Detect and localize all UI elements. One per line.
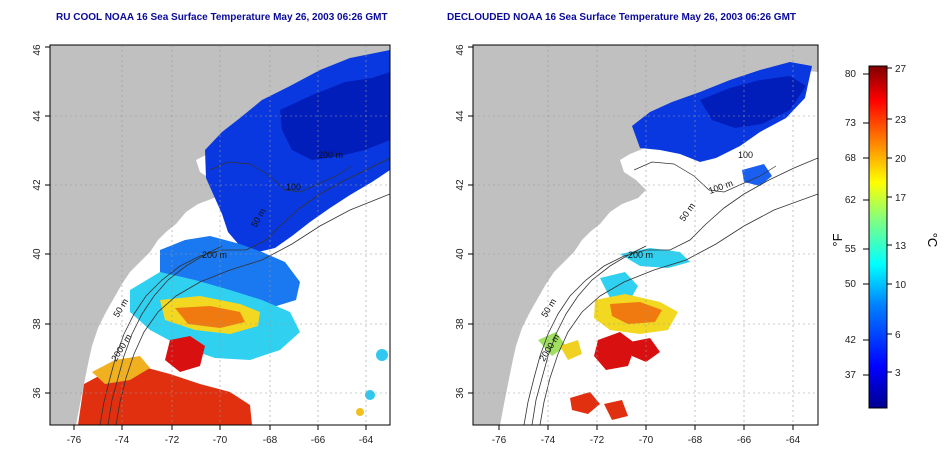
left-sst-patch bbox=[356, 408, 364, 416]
right-grid bbox=[473, 45, 818, 425]
right-xtick: -76 bbox=[492, 435, 507, 446]
left-sst-red bbox=[165, 336, 205, 372]
right-ytick: 44 bbox=[455, 110, 466, 122]
right-xtick: -66 bbox=[737, 435, 752, 446]
celsius-tick: 3 bbox=[895, 368, 901, 379]
left-ytick: 44 bbox=[32, 110, 43, 122]
right-sst-red2 bbox=[630, 338, 660, 362]
left-ytick: 40 bbox=[32, 248, 43, 260]
left-panel-title: RU COOL NOAA 16 Sea Surface Temperature … bbox=[56, 12, 388, 23]
left-y-axis: 36 38 40 42 44 46 bbox=[32, 44, 50, 399]
colorbar-fahrenheit-ticks: 80 73 68 62 55 50 42 37 bbox=[845, 69, 869, 381]
left-ytick: 42 bbox=[32, 179, 43, 191]
left-contour-label: 100 bbox=[286, 182, 301, 192]
left-sst-yellow-south bbox=[92, 356, 150, 384]
right-xtick: -74 bbox=[541, 435, 556, 446]
right-sst-cyan bbox=[600, 272, 638, 300]
right-sst-yellow2 bbox=[560, 340, 582, 360]
left-sst-orange bbox=[175, 306, 245, 328]
left-grid bbox=[50, 45, 390, 425]
right-sst-orange bbox=[610, 302, 662, 324]
right-contour-2000m bbox=[539, 193, 818, 425]
fahrenheit-tick: 68 bbox=[845, 153, 857, 164]
right-sst-red bbox=[594, 332, 636, 370]
colorbar-celsius-ticks: 27 23 20 17 13 10 6 3 bbox=[887, 64, 907, 379]
right-contour-50m bbox=[531, 245, 647, 425]
left-ytick: 46 bbox=[32, 44, 43, 56]
left-xtick: -68 bbox=[263, 435, 278, 446]
left-x-axis: -76 -74 -72 -70 -68 -66 -64 bbox=[67, 425, 374, 446]
right-land bbox=[473, 45, 818, 425]
right-x-axis: -76 -74 -72 -70 -68 -66 -64 bbox=[492, 425, 801, 446]
right-xtick: -64 bbox=[786, 435, 801, 446]
left-xtick: -76 bbox=[67, 435, 82, 446]
colorbar-gradient bbox=[868, 65, 888, 409]
left-contour-gom bbox=[209, 161, 353, 193]
left-contour-200m bbox=[99, 157, 390, 425]
right-sst-red-south bbox=[570, 392, 600, 414]
right-ytick: 38 bbox=[455, 318, 466, 330]
left-xtick: -74 bbox=[115, 435, 130, 446]
right-ytick: 36 bbox=[455, 387, 466, 399]
left-ytick: 38 bbox=[32, 318, 43, 330]
left-contour-label: 200 m bbox=[318, 150, 343, 160]
left-xtick: -66 bbox=[311, 435, 326, 446]
right-xtick: -72 bbox=[590, 435, 605, 446]
left-xtick: -64 bbox=[359, 435, 374, 446]
celsius-tick: 23 bbox=[895, 115, 907, 126]
left-ytick: 36 bbox=[32, 387, 43, 399]
celsius-tick: 17 bbox=[895, 193, 907, 204]
right-xtick: -68 bbox=[688, 435, 703, 446]
fahrenheit-tick: 50 bbox=[845, 279, 857, 290]
fahrenheit-tick: 55 bbox=[845, 244, 857, 255]
left-contour-label: 200 m bbox=[202, 250, 227, 260]
right-sst-red-south2 bbox=[604, 400, 628, 420]
celsius-tick: 20 bbox=[895, 154, 907, 165]
right-ytick: 40 bbox=[455, 248, 466, 260]
celsius-tick: 6 bbox=[895, 330, 901, 341]
left-sst-patch bbox=[365, 390, 375, 400]
fahrenheit-tick: 73 bbox=[845, 118, 857, 129]
fahrenheit-tick: 62 bbox=[845, 195, 857, 206]
left-map-panel: -76 -74 -72 -70 -68 -66 -64 36 38 40 42 … bbox=[32, 44, 391, 446]
left-contour-2000m bbox=[115, 193, 390, 425]
right-contour-label: 200 m bbox=[628, 250, 653, 260]
fahrenheit-tick: 37 bbox=[845, 370, 857, 381]
celsius-tick: 10 bbox=[895, 280, 907, 291]
right-contour-label: 100 bbox=[738, 150, 753, 160]
right-panel-title: DECLOUDED NOAA 16 Sea Surface Temperatur… bbox=[447, 12, 797, 23]
right-ytick: 46 bbox=[455, 44, 466, 56]
left-land bbox=[50, 45, 390, 425]
left-contour-50m bbox=[107, 245, 223, 425]
celsius-unit-label: °C bbox=[925, 233, 940, 248]
colorbar: 80 73 68 62 55 50 42 37 27 23 20 17 13 1… bbox=[830, 64, 940, 409]
right-xtick: -70 bbox=[639, 435, 654, 446]
right-sst-cyan-band bbox=[620, 248, 690, 268]
left-xtick: -70 bbox=[213, 435, 228, 446]
fahrenheit-tick: 42 bbox=[845, 335, 857, 346]
fahrenheit-tick: 80 bbox=[845, 69, 857, 80]
right-contour-200m bbox=[523, 157, 818, 425]
right-ytick: 42 bbox=[455, 179, 466, 191]
right-contour-gom bbox=[633, 161, 777, 193]
celsius-tick: 13 bbox=[895, 241, 907, 252]
left-xtick: -72 bbox=[165, 435, 180, 446]
fahrenheit-unit-label: °F bbox=[830, 233, 845, 246]
right-sst-deepblue bbox=[700, 76, 806, 128]
celsius-tick: 27 bbox=[895, 64, 907, 75]
right-y-axis: 36 38 40 42 44 46 bbox=[455, 44, 473, 399]
left-sst-patch bbox=[376, 349, 388, 361]
right-map-panel: -76 -74 -72 -70 -68 -66 -64 36 38 40 42 … bbox=[455, 44, 819, 446]
